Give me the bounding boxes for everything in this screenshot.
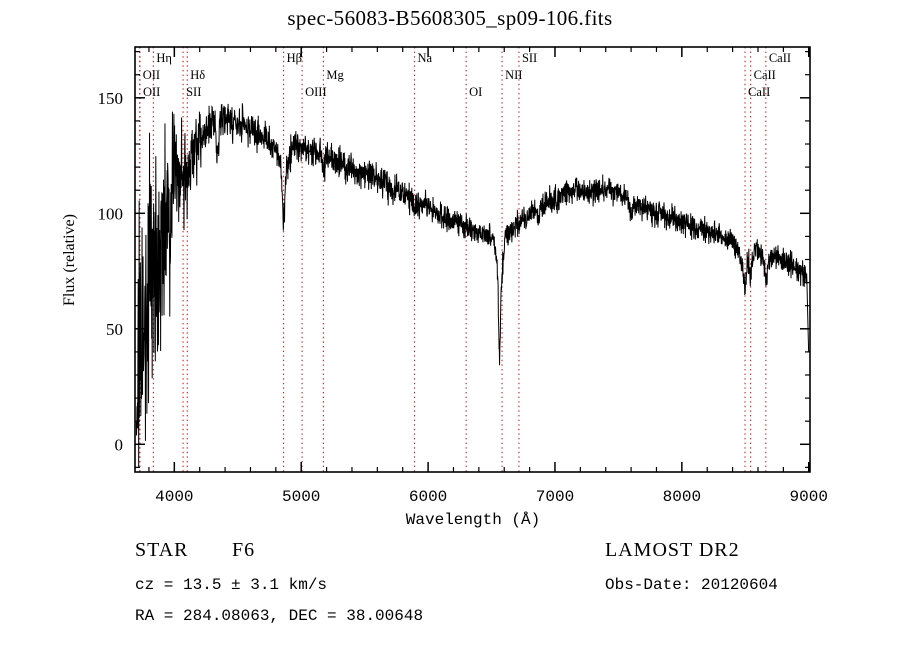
x-tick-label: 9000 [790,488,828,506]
object-class-label: STAR [135,539,189,561]
line-label-nii: NII [505,68,522,82]
line-label-hδ: Hδ [190,68,205,82]
line-label-group: OIIOIIHηSIIHδHβOIIIMgNaOINIISIICaIICaIIC… [143,51,791,99]
line-label-hβ: Hβ [287,51,302,65]
line-label-oii: OII [143,68,160,82]
redshift-label: cz = 13.5 ± 3.1 km/s [135,576,327,594]
x-tick-label: 6000 [409,488,447,506]
line-label-oi: OI [469,85,482,99]
line-label-na: Na [418,51,433,65]
line-label-sii: SII [186,85,201,99]
line-label-hη: Hη [156,51,172,65]
line-label-oii: OII [143,85,160,99]
y-axis-label: Flux (relative) [61,214,78,306]
x-axis-label: Wavelength (Å) [406,511,540,529]
x-tick-label: 4000 [155,488,193,506]
axis-tick-labels: 4000 5000 6000 7000 8000 9000 0 50 100 150 [98,89,828,506]
plot-frame [134,46,811,473]
y-tick-label: 50 [106,320,123,339]
obs-date-label: Obs-Date: 20120604 [605,576,778,594]
line-label-caii: CaII [769,51,791,65]
spectrum-trace [135,103,810,468]
y-tick-label: 150 [98,89,124,108]
x-tick-label: 7000 [536,488,574,506]
line-label-caii: CaII [754,68,776,82]
line-label-caii: CaII [748,85,770,99]
x-tick-label: 8000 [663,488,701,506]
survey-label: LAMOST DR2 [605,539,740,561]
page-title: spec-56083-B5608305_sp09-106.fits [287,6,613,30]
line-label-sii: SII [522,51,537,65]
coordinates-label: RA = 284.08063, DEC = 38.00648 [135,607,423,625]
emission-line-markers [139,47,767,472]
x-tick-label: 5000 [282,488,320,506]
line-label-oiii: OIII [305,85,327,99]
y-tick-label: 100 [98,204,124,223]
y-tick-label: 0 [115,435,124,454]
spectral-type-label: F6 [232,539,255,561]
line-label-mg: Mg [326,68,344,82]
